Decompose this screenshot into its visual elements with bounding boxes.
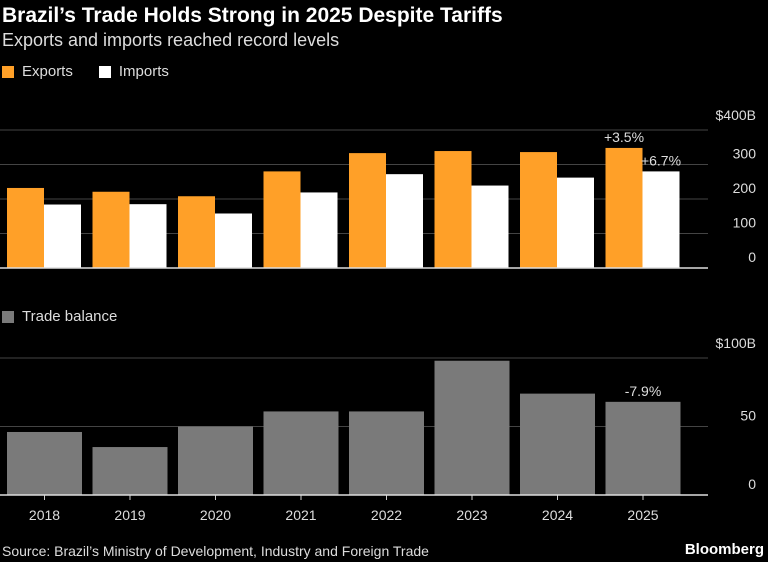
bar-trade-balance-2020 [178, 426, 253, 495]
bloomberg-logo: Bloomberg [684, 541, 764, 558]
bar-exports-2025 [605, 147, 643, 268]
bar-imports-2018 [44, 204, 81, 268]
bar-trade-balance-2019 [92, 447, 168, 495]
y-tick-label: 300 [733, 146, 757, 162]
legend-label-balance: Trade balance [22, 308, 118, 325]
bar-trade-balance-2024 [520, 393, 595, 495]
legend-label-imports: Imports [118, 63, 169, 80]
bar-exports-2018 [7, 187, 44, 268]
bar-imports-2025 [642, 171, 680, 268]
bar-exports-2021 [263, 171, 301, 268]
x-tick-label: 2022 [371, 507, 402, 523]
bar-exports-2022 [349, 153, 386, 268]
x-tick-label: 2018 [29, 507, 60, 523]
x-tick-label: 2024 [542, 507, 573, 523]
y-tick-label: $100B [716, 335, 756, 351]
source-note: Source: Brazil’s Ministry of Development… [2, 543, 429, 559]
legend-swatch-balance [2, 310, 14, 323]
bar-imports-2019 [129, 204, 167, 268]
annotation: +3.5% [604, 129, 644, 145]
chart-subtitle: Exports and imports reached record level… [2, 30, 340, 50]
bar-exports-2019 [92, 191, 130, 268]
y-tick-label: 50 [740, 408, 756, 424]
chart-title: Brazil’s Trade Holds Strong in 2025 Desp… [2, 4, 503, 27]
bar-imports-2024 [557, 177, 594, 268]
bar-exports-2023 [434, 151, 472, 268]
legend-top: Exports Imports [2, 63, 169, 80]
bar-trade-balance-2018 [7, 431, 82, 495]
legend-label-exports: Exports [22, 63, 73, 80]
y-tick-label: 0 [748, 476, 756, 492]
bar-exports-2020 [178, 196, 215, 268]
x-tick-label: 2019 [114, 507, 145, 523]
bar-imports-2021 [300, 192, 338, 268]
bar-trade-balance-2021 [263, 411, 339, 495]
x-tick-label: 2025 [627, 507, 658, 523]
bar-imports-2023 [471, 185, 509, 268]
y-tick-label: 100 [733, 215, 757, 231]
x-tick-label: 2023 [456, 507, 487, 523]
y-tick-label: 0 [748, 249, 756, 265]
bar-exports-2024 [520, 152, 557, 268]
bar-trade-balance-2022 [349, 411, 424, 495]
x-tick-label: 2021 [285, 507, 316, 523]
y-tick-label: 200 [733, 180, 757, 196]
legend-swatch-imports [98, 65, 111, 78]
legend-swatch-exports [2, 65, 14, 78]
x-tick-label: 2020 [200, 507, 231, 523]
bar-trade-balance-2023 [434, 360, 510, 495]
annotation: -7.9% [625, 383, 662, 399]
bar-imports-2022 [386, 174, 423, 268]
annotation: +6.7% [641, 152, 681, 168]
bar-imports-2020 [215, 213, 252, 268]
legend-bottom: Trade balance [2, 308, 117, 325]
bar-trade-balance-2025 [605, 401, 681, 495]
y-tick-label: $400B [716, 107, 756, 123]
